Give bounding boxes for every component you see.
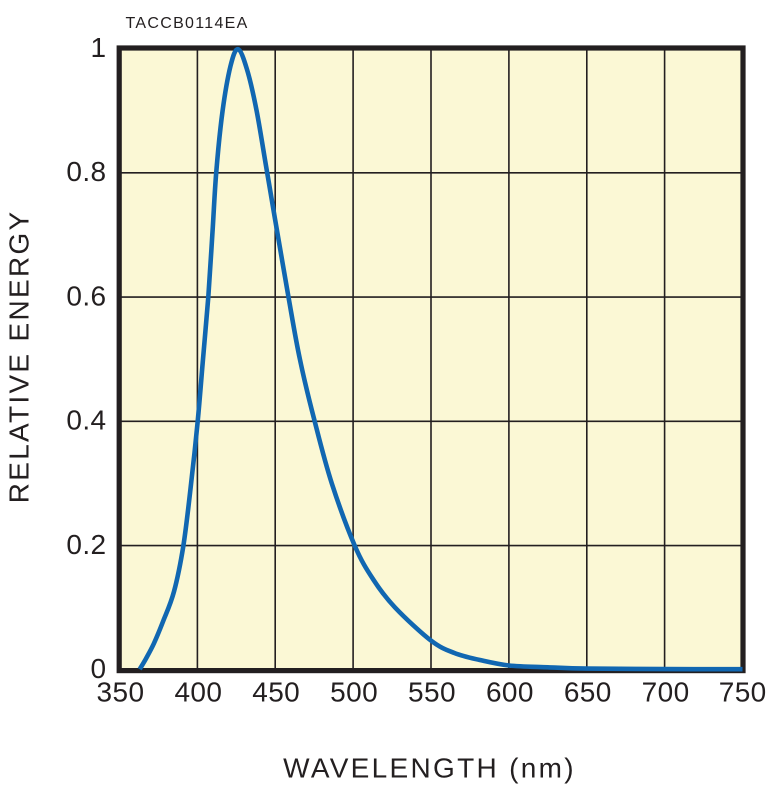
svg-text:750: 750 <box>719 677 767 708</box>
svg-text:650: 650 <box>564 677 612 708</box>
svg-text:400: 400 <box>174 677 222 708</box>
svg-text:0.4: 0.4 <box>66 405 106 436</box>
svg-text:0.2: 0.2 <box>66 529 106 560</box>
svg-text:RELATIVE ENERGY: RELATIVE ENERGY <box>4 209 35 503</box>
svg-text:0.6: 0.6 <box>66 280 106 311</box>
svg-text:WAVELENGTH (nm): WAVELENGTH (nm) <box>283 753 576 784</box>
svg-text:700: 700 <box>642 677 690 708</box>
svg-text:500: 500 <box>330 677 378 708</box>
svg-text:0: 0 <box>91 653 107 684</box>
svg-text:450: 450 <box>252 677 300 708</box>
svg-text:0.8: 0.8 <box>66 156 106 187</box>
svg-text:350: 350 <box>97 677 145 708</box>
svg-text:600: 600 <box>486 677 534 708</box>
svg-text:TACCB0114EA: TACCB0114EA <box>126 15 249 32</box>
svg-text:550: 550 <box>408 677 456 708</box>
svg-text:1: 1 <box>91 32 107 63</box>
